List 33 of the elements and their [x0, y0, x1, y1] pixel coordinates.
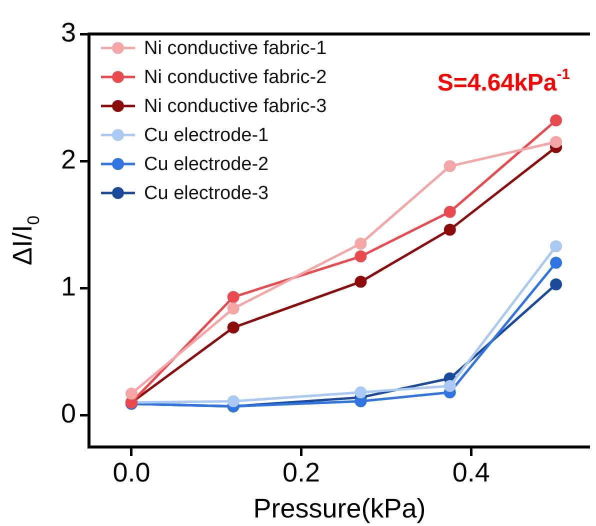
point — [550, 114, 562, 126]
legend-label: Ni conductive fabric-2 — [144, 67, 327, 88]
point — [354, 386, 367, 398]
point — [550, 256, 562, 269]
point — [550, 278, 562, 290]
point — [354, 276, 367, 288]
point — [444, 160, 456, 172]
point — [227, 302, 240, 314]
point — [227, 395, 240, 408]
y-tick-label: 3 — [60, 17, 76, 48]
x-tick-label: 0.0 — [112, 458, 150, 488]
y-tick-label: 0 — [60, 398, 76, 429]
point — [444, 206, 456, 218]
point — [550, 136, 562, 148]
point — [227, 291, 240, 304]
y-tick-label: 2 — [60, 144, 76, 175]
legend-label: Cu electrode-3 — [144, 183, 269, 204]
point — [354, 238, 367, 250]
point — [125, 388, 138, 400]
x-tick-label: 0.4 — [452, 458, 490, 488]
x-axis-title: Pressure(kPa) — [253, 493, 426, 524]
point — [227, 322, 240, 334]
point — [550, 240, 562, 252]
y-axis-title: ΔI/I0 — [7, 216, 43, 266]
legend-label: Cu electrode-1 — [144, 125, 269, 146]
y-tick-label: 1 — [60, 272, 76, 302]
x-tick-label: 0.2 — [282, 458, 320, 488]
point — [354, 250, 367, 262]
legend-label: Cu electrode-2 — [144, 154, 269, 176]
legend-label: Ni conductive fabric-1 — [144, 38, 327, 60]
legend-label: Ni conductive fabric-3 — [144, 96, 327, 118]
point — [444, 380, 456, 392]
point — [444, 224, 456, 236]
